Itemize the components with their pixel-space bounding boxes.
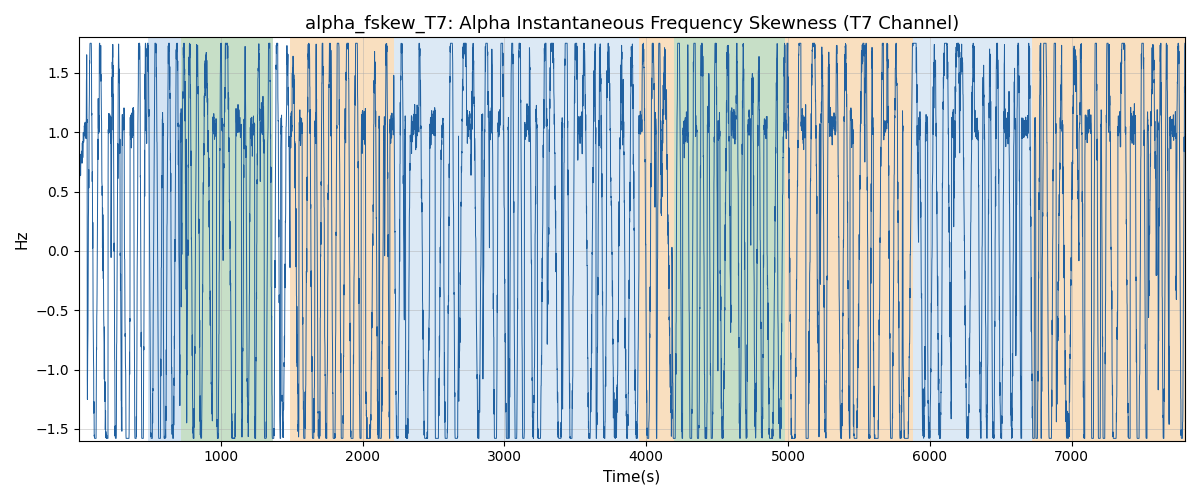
Bar — [674, 38, 785, 440]
Title: alpha_fskew_T7: Alpha Instantaneous Frequency Skewness (T7 Channel): alpha_fskew_T7: Alpha Instantaneous Freq… — [305, 15, 959, 34]
Y-axis label: Hz: Hz — [14, 230, 30, 249]
Bar — [913, 38, 1032, 440]
Bar — [181, 38, 274, 440]
X-axis label: Time(s): Time(s) — [604, 470, 660, 485]
Bar — [394, 38, 640, 440]
Bar — [1032, 38, 1186, 440]
Bar — [149, 38, 181, 440]
Bar — [290, 38, 394, 440]
Bar — [640, 38, 674, 440]
Bar — [785, 38, 913, 440]
